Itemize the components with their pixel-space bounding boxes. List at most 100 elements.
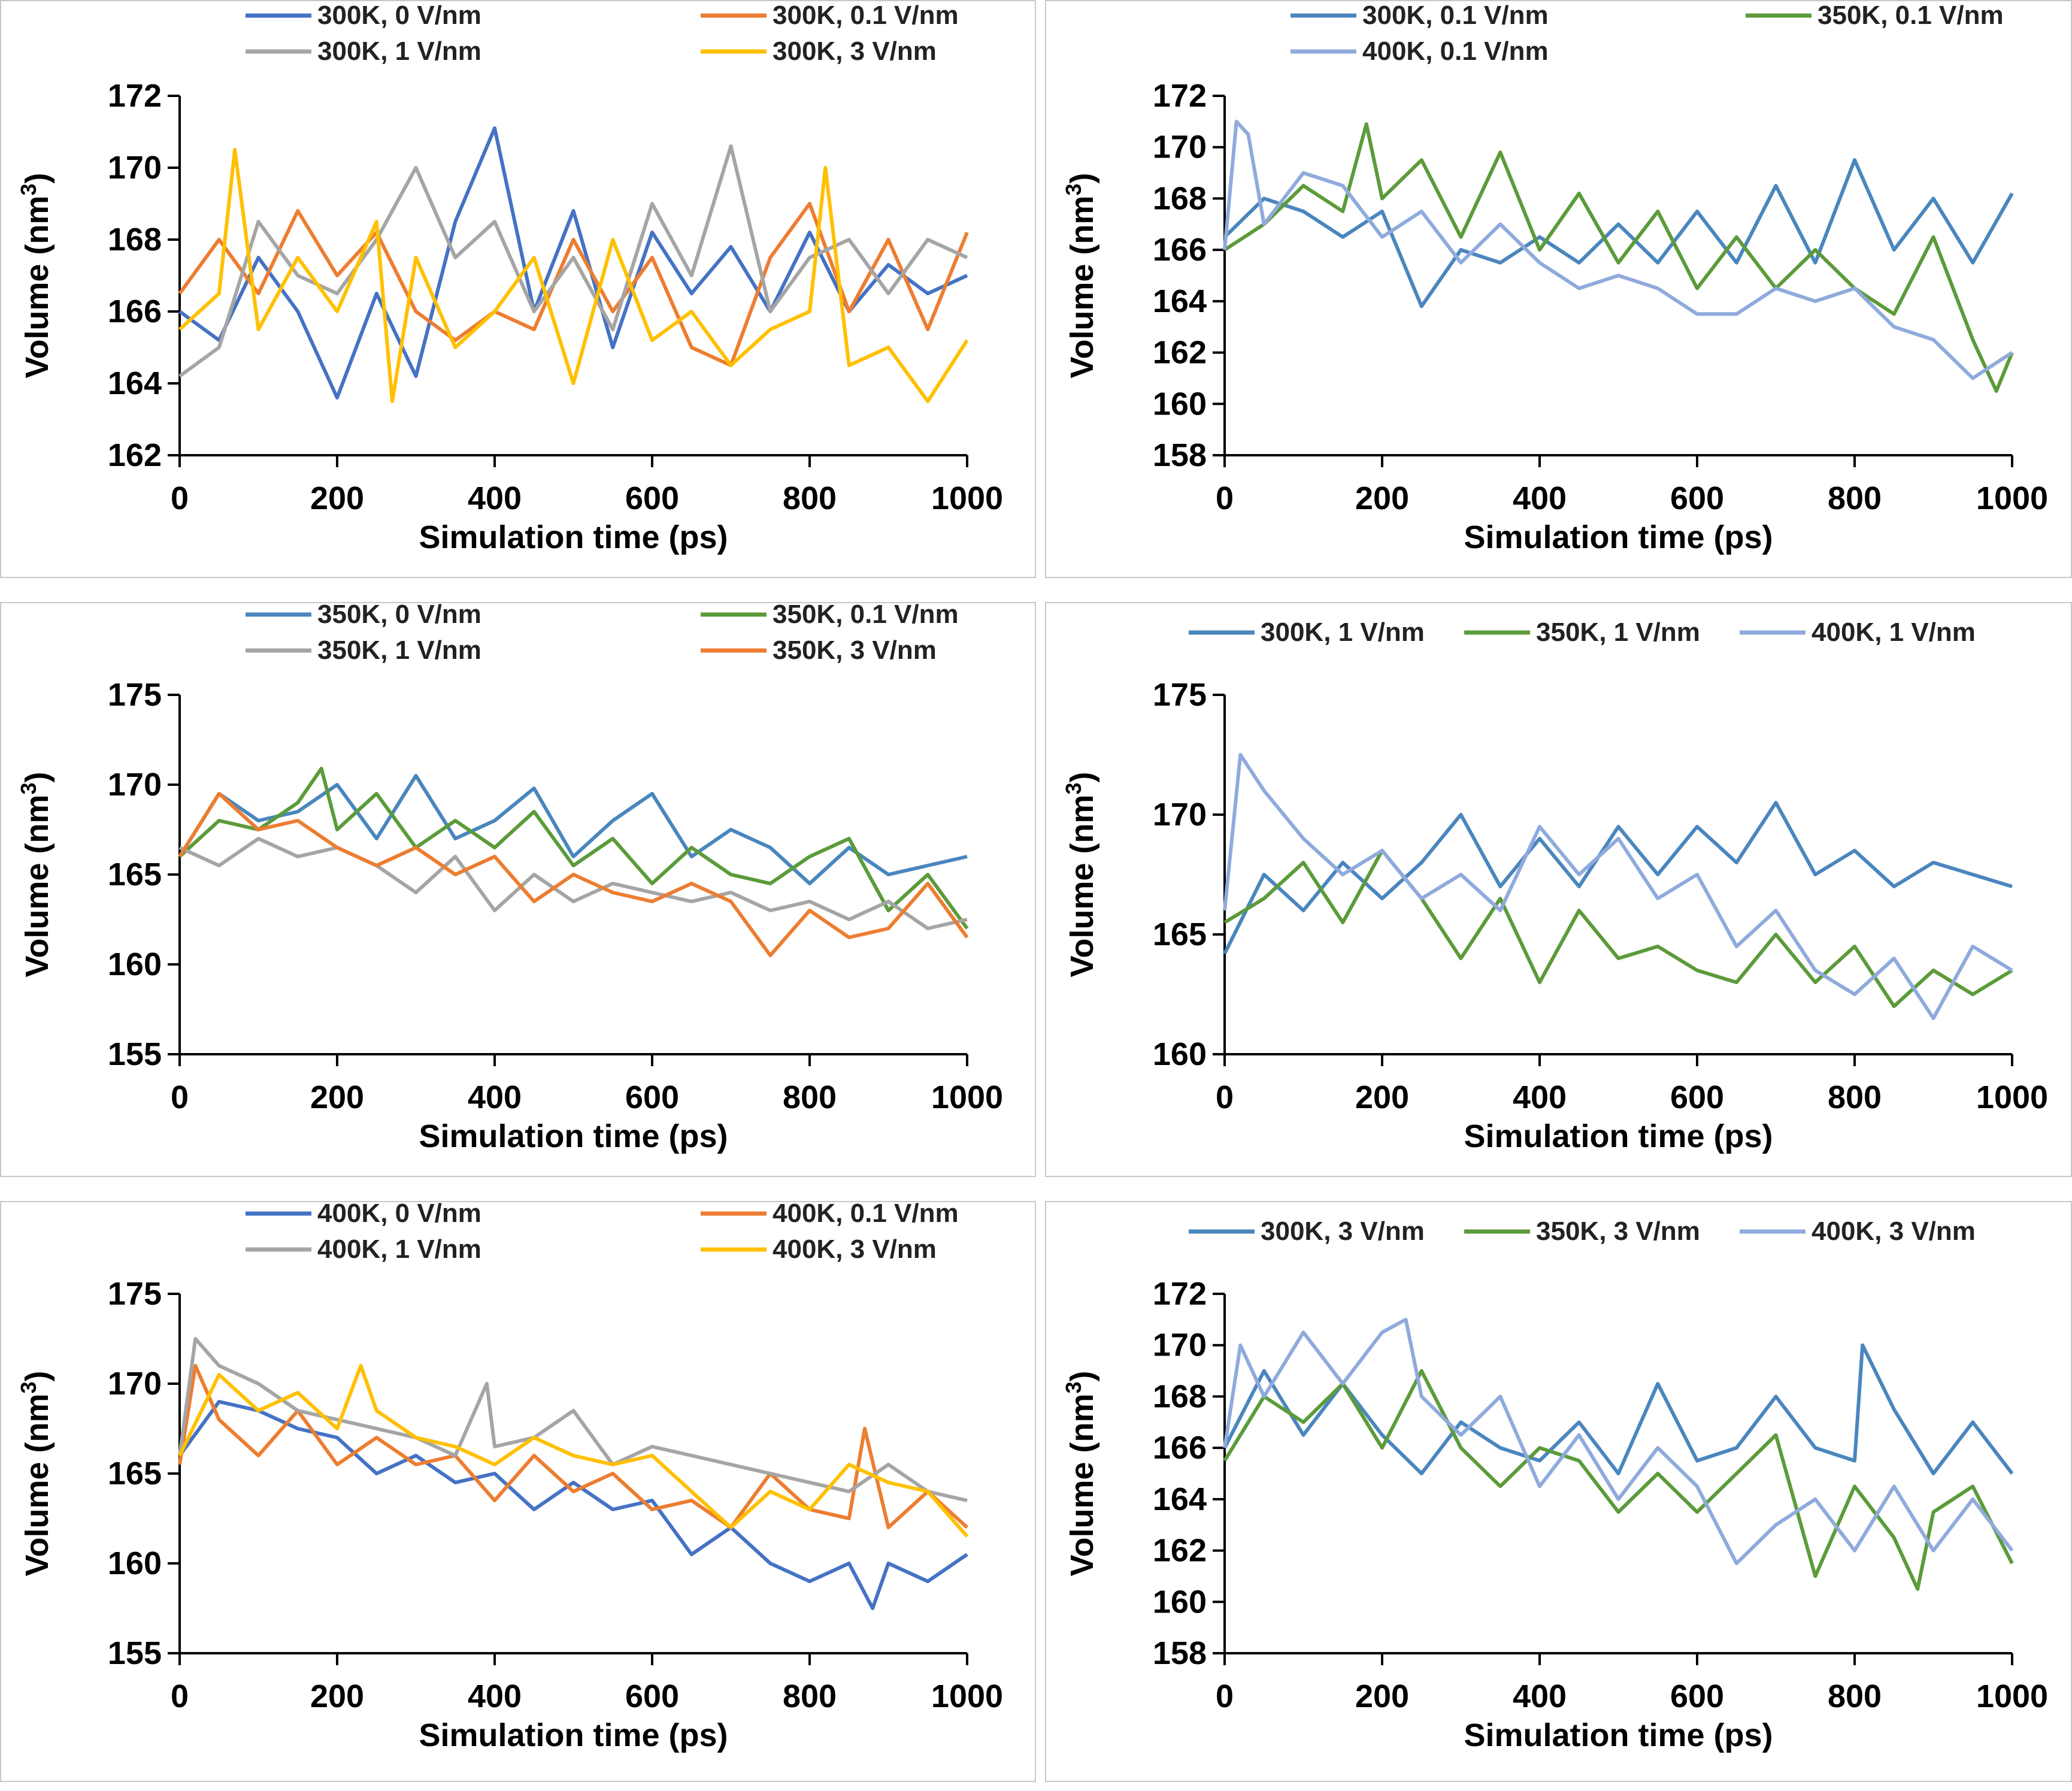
line-chart: 160 165 170 175 0 200 400 600 800 1000 Simulation … — [1061, 618, 2049, 1154]
x-axis-title: Simulation time (ps) — [419, 519, 728, 555]
chart-panel-6: 158 160 162 164 166 168 170 172 0 200 400 600 800 100… — [1045, 1198, 2072, 1791]
y-tick-label: 160 — [108, 946, 162, 982]
y-tick-label: 160 — [108, 1545, 162, 1581]
x-tick-label: 400 — [1513, 1079, 1567, 1115]
x-tick-label: 400 — [468, 1678, 522, 1714]
series-line-4 — [178, 1364, 969, 1538]
panel-frame — [1045, 0, 2072, 578]
x-tick-label: 800 — [783, 480, 837, 516]
chart-panel-1: 162 164 166 168 170 172 0 200 400 600 800 1000 Simul… — [0, 0, 1036, 593]
y-tick-label: 162 — [108, 437, 162, 473]
legend-label: 350K, 1 V/nm — [317, 636, 481, 665]
x-tick-label: 200 — [310, 1678, 364, 1714]
y-tick-label: 162 — [1153, 1533, 1207, 1569]
y-tick-label: 160 — [1153, 386, 1207, 422]
y-axis-title: Volume (nm3) — [1061, 1371, 1101, 1576]
x-tick-label: 800 — [1828, 1678, 1882, 1714]
line-chart: 158 160 162 164 166 168 170 172 0 200 400 600 800 100… — [1061, 1217, 2049, 1753]
series-line-2 — [178, 1364, 969, 1529]
y-tick-label: 155 — [108, 1635, 162, 1671]
series-line-2 — [178, 767, 969, 930]
x-tick-label: 200 — [1355, 1678, 1409, 1714]
x-axis-title: Simulation time (ps) — [1464, 1118, 1773, 1154]
y-tick-label: 166 — [108, 294, 162, 329]
legend-label: 300K, 1 V/nm — [317, 37, 481, 66]
y-tick-label: 170 — [1153, 797, 1207, 833]
y-axis-title: Volume (nm3) — [16, 1371, 56, 1576]
y-tick-label: 175 — [108, 677, 162, 713]
x-tick-label: 1000 — [931, 480, 1003, 516]
y-tick-label: 162 — [1153, 335, 1207, 371]
legend-label: 400K, 0.1 V/nm — [1362, 37, 1549, 66]
legend-label: 300K, 3 V/nm — [1261, 1217, 1425, 1246]
series-line-1 — [1223, 1343, 2014, 1475]
y-tick-label: 175 — [108, 1276, 162, 1312]
legend-label: 400K, 1 V/nm — [1812, 618, 1976, 647]
legend-label: 300K, 1 V/nm — [1261, 618, 1425, 647]
legend-label: 400K, 3 V/nm — [1812, 1217, 1976, 1246]
x-tick-label: 600 — [625, 1678, 679, 1714]
x-axis-title: Simulation time (ps) — [1464, 1717, 1773, 1753]
x-tick-label: 0 — [171, 1678, 189, 1714]
series-line-3 — [178, 1337, 968, 1502]
x-tick-label: 200 — [310, 480, 364, 516]
y-tick-label: 170 — [108, 767, 162, 803]
x-axis-title: Simulation time (ps) — [1464, 519, 1773, 555]
y-tick-label: 168 — [1153, 1378, 1207, 1414]
y-axis-title: Volume (nm3) — [16, 173, 56, 378]
legend-label: 400K, 1 V/nm — [317, 1235, 481, 1264]
line-chart: 155 160 165 170 175 0 200 400 600 800 1000 Simulati… — [16, 1199, 1004, 1753]
panel-frame — [0, 0, 1036, 578]
y-tick-label: 172 — [1153, 78, 1207, 114]
legend-label: 300K, 0.1 V/nm — [1362, 1, 1549, 30]
y-tick-label: 164 — [1153, 283, 1207, 319]
x-tick-label: 600 — [625, 1079, 679, 1115]
series-line-3 — [1223, 753, 2013, 1020]
y-tick-label: 165 — [1153, 916, 1207, 952]
x-tick-label: 400 — [1513, 480, 1567, 516]
y-tick-label: 166 — [1153, 232, 1207, 268]
y-tick-label: 158 — [1153, 1635, 1207, 1671]
legend-label: 400K, 0.1 V/nm — [773, 1199, 959, 1228]
x-tick-label: 200 — [1355, 1079, 1409, 1115]
line-chart: 162 164 166 168 170 172 0 200 400 600 800 1000 Simul… — [16, 1, 1004, 555]
y-tick-label: 170 — [1153, 129, 1207, 165]
x-tick-label: 0 — [171, 1079, 189, 1115]
y-tick-label: 155 — [108, 1036, 162, 1072]
series-line-1 — [1223, 158, 2014, 308]
y-tick-label: 160 — [1153, 1036, 1207, 1072]
legend-label: 350K, 0 V/nm — [317, 600, 481, 629]
x-tick-label: 600 — [1670, 480, 1724, 516]
legend-label: 350K, 1 V/nm — [1536, 618, 1700, 647]
x-axis-title: Simulation time (ps) — [419, 1717, 728, 1753]
panel-frame — [1045, 602, 2072, 1177]
chart-panel-5: 155 160 165 170 175 0 200 400 600 800 1000 Simulati… — [0, 1198, 1036, 1791]
y-axis-title: Volume (nm3) — [16, 772, 56, 977]
legend-label: 300K, 3 V/nm — [773, 37, 937, 66]
y-tick-label: 158 — [1153, 437, 1207, 473]
x-tick-label: 800 — [1828, 1079, 1882, 1115]
legend-label: 300K, 0 V/nm — [317, 1, 481, 30]
y-tick-label: 175 — [1153, 677, 1207, 713]
y-tick-label: 168 — [108, 222, 162, 258]
x-tick-label: 400 — [468, 1079, 522, 1115]
x-tick-label: 800 — [783, 1079, 837, 1115]
x-tick-label: 600 — [625, 480, 679, 516]
panel-frame — [1045, 1201, 2072, 1782]
y-tick-label: 172 — [1153, 1276, 1207, 1312]
series-line-1 — [178, 1400, 968, 1610]
series-line-2 — [1223, 1369, 2014, 1591]
x-tick-label: 0 — [1216, 1678, 1234, 1714]
legend-label: 350K, 3 V/nm — [1536, 1217, 1700, 1246]
series-line-1 — [178, 774, 968, 885]
x-axis-title: Simulation time (ps) — [419, 1118, 728, 1154]
y-tick-label: 164 — [1153, 1481, 1207, 1517]
x-tick-label: 1000 — [931, 1079, 1003, 1115]
series-line-1 — [178, 126, 968, 400]
y-tick-label: 166 — [1153, 1430, 1207, 1466]
y-tick-label: 168 — [1153, 180, 1207, 216]
panel-frame — [0, 602, 1036, 1177]
x-tick-label: 1000 — [931, 1678, 1003, 1714]
x-tick-label: 1000 — [1976, 1079, 2048, 1115]
y-tick-label: 160 — [1153, 1584, 1207, 1620]
